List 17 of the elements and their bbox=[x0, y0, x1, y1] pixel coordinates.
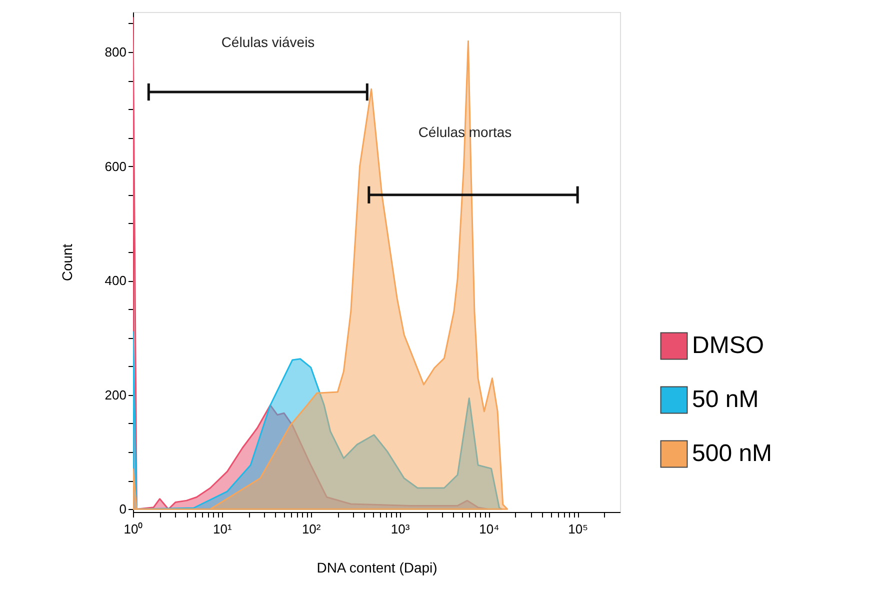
y-tick-label: 0 bbox=[119, 502, 126, 517]
x-tick-label: 10³ bbox=[390, 522, 410, 536]
x-tick-label: 10² bbox=[302, 522, 322, 536]
x-axis-title: DNA content (Dapi) bbox=[316, 560, 438, 576]
legend-label: 500 nM bbox=[692, 440, 772, 467]
x-tick-label: 10⁵ bbox=[568, 522, 588, 536]
y-tick-label: 600 bbox=[104, 158, 126, 174]
legend-label: 50 nM bbox=[692, 386, 759, 413]
x-tick-label: 10¹ bbox=[213, 522, 232, 536]
y-tick-label: 200 bbox=[104, 387, 126, 402]
x-tick-label: 10⁰ bbox=[124, 522, 144, 536]
legend-label: DMSO bbox=[692, 332, 764, 359]
annotation: Células viáveis bbox=[221, 34, 315, 50]
y-tick-label: 800 bbox=[104, 44, 126, 60]
y-tick-label: 400 bbox=[104, 273, 126, 288]
x-tick-label: 10⁴ bbox=[479, 522, 500, 536]
y-axis-title: Count bbox=[58, 244, 75, 282]
